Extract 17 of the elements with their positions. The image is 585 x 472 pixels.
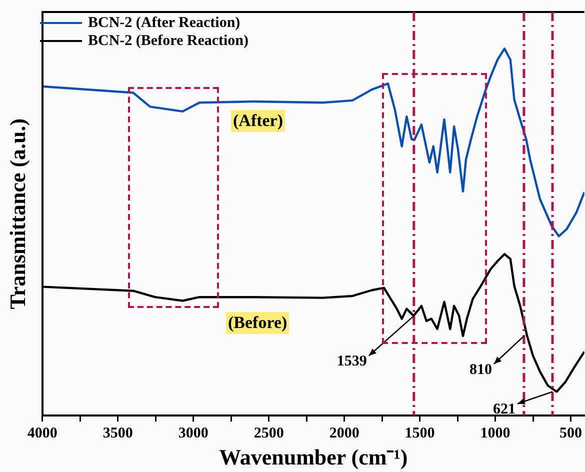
annotation: 1539: [336, 354, 367, 370]
x-tick-label: 3500: [102, 425, 133, 442]
annotation: (Before): [226, 312, 290, 334]
x-axis-title: Wavenumber (cm⁻¹): [219, 444, 408, 470]
annotation: 621: [492, 402, 516, 418]
x-tick-label: 500: [560, 425, 582, 442]
x-tick-label: 4000: [27, 425, 58, 442]
x-tick-label: 2500: [254, 425, 284, 442]
legend-label: BCN-2 (Before Reaction): [88, 32, 249, 50]
x-tick-label: 2000: [329, 425, 360, 442]
x-tick-label: 3000: [178, 425, 208, 442]
x-tick-label: 1000: [480, 425, 510, 442]
legend-label: BCN-2 (After Reaction): [88, 14, 240, 32]
annotation: (After): [231, 110, 286, 132]
annotation: 810: [469, 362, 492, 378]
x-tick-label: 1500: [404, 425, 435, 442]
y-axis-title: Transmittance (a.u.): [4, 118, 30, 310]
